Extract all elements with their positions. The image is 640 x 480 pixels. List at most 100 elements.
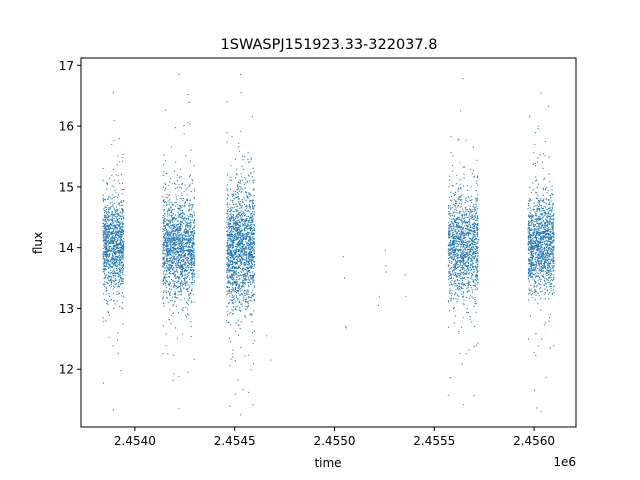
data-point xyxy=(457,235,459,237)
data-point xyxy=(233,234,235,237)
data-point xyxy=(474,279,477,281)
data-point xyxy=(245,191,247,193)
data-point xyxy=(245,238,248,240)
data-point xyxy=(183,249,185,252)
data-point xyxy=(173,272,176,274)
data-point xyxy=(234,158,236,160)
data-point xyxy=(184,259,186,261)
data-point xyxy=(252,275,254,277)
data-point xyxy=(167,261,169,263)
data-point xyxy=(169,281,171,283)
data-point xyxy=(244,259,246,261)
data-point xyxy=(248,239,250,241)
data-point xyxy=(230,260,232,263)
data-point xyxy=(226,268,228,270)
chart-title: 1SWASPJ151923.33-322037.8 xyxy=(221,37,438,53)
data-point xyxy=(166,254,168,256)
data-point xyxy=(186,238,188,240)
data-point xyxy=(477,260,479,262)
data-point xyxy=(461,216,463,218)
data-point xyxy=(107,283,109,285)
data-point xyxy=(186,194,188,196)
data-point xyxy=(187,246,189,249)
data-point xyxy=(229,405,231,407)
data-point xyxy=(226,227,228,229)
data-point xyxy=(173,252,175,254)
data-point xyxy=(227,202,229,204)
data-point xyxy=(175,238,177,240)
data-point xyxy=(250,157,252,159)
data-point xyxy=(232,201,234,203)
data-point xyxy=(109,196,111,198)
data-point xyxy=(245,316,247,318)
data-point xyxy=(241,240,243,243)
data-point xyxy=(188,101,190,103)
data-point xyxy=(250,267,252,269)
data-point xyxy=(233,221,235,223)
data-point xyxy=(118,230,121,232)
data-point xyxy=(172,247,174,249)
data-point xyxy=(190,259,192,261)
data-point xyxy=(250,246,252,248)
data-point xyxy=(114,239,116,241)
data-point xyxy=(181,221,183,223)
data-point xyxy=(164,241,166,243)
data-point xyxy=(455,228,457,230)
data-point xyxy=(248,264,250,266)
data-point xyxy=(163,263,165,265)
data-point xyxy=(234,250,236,252)
data-point xyxy=(249,230,251,232)
data-point xyxy=(242,159,244,161)
data-point xyxy=(476,278,478,280)
data-point xyxy=(118,202,120,204)
data-point xyxy=(232,249,234,251)
data-point xyxy=(473,206,475,209)
data-point xyxy=(238,301,240,303)
data-point xyxy=(169,282,171,285)
data-point xyxy=(449,277,451,279)
data-point xyxy=(116,268,118,270)
data-point xyxy=(235,272,238,274)
data-point xyxy=(243,221,245,223)
data-point xyxy=(182,200,184,202)
data-point xyxy=(114,283,116,285)
data-point xyxy=(110,223,112,226)
data-point xyxy=(122,216,124,219)
data-point xyxy=(119,226,121,228)
data-point xyxy=(226,294,228,296)
data-point xyxy=(234,236,236,238)
data-point xyxy=(464,217,466,219)
data-point xyxy=(177,280,179,282)
data-point xyxy=(117,232,119,234)
data-point xyxy=(193,214,196,216)
data-point xyxy=(109,264,111,266)
data-point xyxy=(113,286,116,288)
data-point xyxy=(108,241,111,243)
data-point xyxy=(232,277,235,279)
data-point xyxy=(463,247,465,249)
data-point xyxy=(116,339,118,341)
data-point xyxy=(229,210,231,212)
data-point xyxy=(165,248,167,250)
data-point xyxy=(253,285,256,287)
data-point xyxy=(168,208,170,210)
data-point xyxy=(180,247,182,249)
data-point xyxy=(455,276,457,278)
data-point xyxy=(175,194,177,196)
data-point xyxy=(114,267,116,269)
data-point xyxy=(179,242,181,245)
data-point xyxy=(229,299,231,301)
data-point xyxy=(469,212,471,214)
data-point xyxy=(177,229,179,232)
data-point xyxy=(121,254,123,256)
data-point xyxy=(113,269,115,271)
data-point xyxy=(226,245,228,247)
data-point xyxy=(163,228,165,230)
data-point xyxy=(245,241,247,243)
data-point xyxy=(170,270,172,272)
data-point xyxy=(117,155,119,157)
data-point xyxy=(236,282,238,284)
data-point xyxy=(241,305,243,307)
data-point xyxy=(448,253,450,255)
data-point xyxy=(175,281,178,284)
